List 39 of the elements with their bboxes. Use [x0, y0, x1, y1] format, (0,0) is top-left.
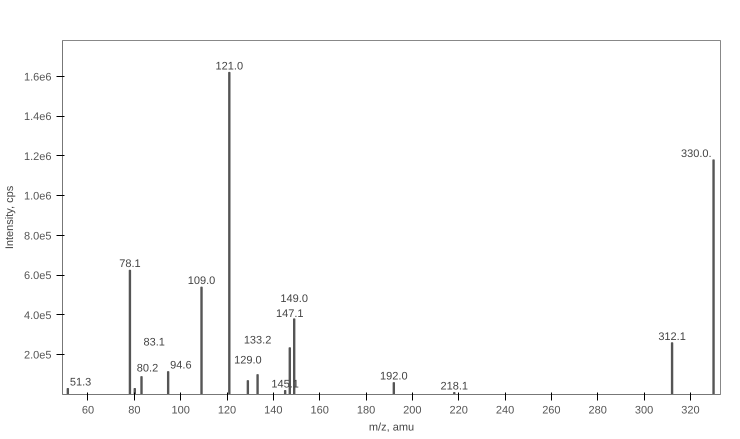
x-tick-label: 280 [588, 404, 607, 416]
annotation: 218.1 [440, 380, 468, 393]
x-tick-label: 180 [356, 404, 376, 416]
annotation: 94.6 [170, 360, 192, 372]
x-tick-label: 200 [403, 404, 422, 416]
x-tick-label: 100 [171, 404, 190, 416]
x-tick-label: 160 [310, 404, 329, 416]
y-tick-label: 2.0e5 [24, 350, 52, 362]
x-tick-label: 60 [82, 404, 94, 416]
y-tick-label: 1.6e6 [24, 71, 52, 84]
x-tick-label: 220 [450, 404, 468, 416]
annotation: 330.0. [680, 148, 712, 160]
annotation: 133.2 [244, 334, 272, 347]
annotation: 80.2 [136, 362, 158, 375]
annotation: 129.0 [234, 354, 262, 367]
x-tick-label: 120 [218, 404, 236, 416]
annotation: 192.0 [380, 370, 408, 383]
annotation: 147.1 [276, 308, 304, 320]
y-tick-label: 1.2e6 [24, 150, 52, 163]
x-axis-title: m/z, amu [368, 422, 414, 434]
x-tick-label: 80 [128, 404, 140, 416]
annotation: 109.0 [188, 275, 216, 288]
y-tick-label: 4.0e5 [24, 310, 52, 322]
annotation: 149.0 [280, 292, 308, 305]
y-tick-label: 1.0e6 [24, 190, 52, 203]
annotation: 78.1 [119, 258, 141, 270]
x-tick-label: 140 [264, 404, 283, 416]
y-tick-label: 8.0e5 [24, 230, 52, 242]
annotation: 312.1 [658, 330, 686, 343]
x-tick-label: 260 [542, 404, 561, 416]
annotation: 121.0 [216, 60, 244, 72]
x-tick-label: 300 [634, 404, 654, 416]
annotation: 83.1 [144, 336, 165, 349]
y-tick-label: 1.4e6 [24, 111, 52, 124]
y-tick-label: 6.0e5 [24, 270, 52, 282]
x-tick-label: 240 [496, 404, 514, 416]
x-tick-label: 320 [681, 404, 700, 416]
y-axis-title: Intensity, cps [4, 185, 16, 250]
annotation: 51.3 [70, 376, 92, 389]
